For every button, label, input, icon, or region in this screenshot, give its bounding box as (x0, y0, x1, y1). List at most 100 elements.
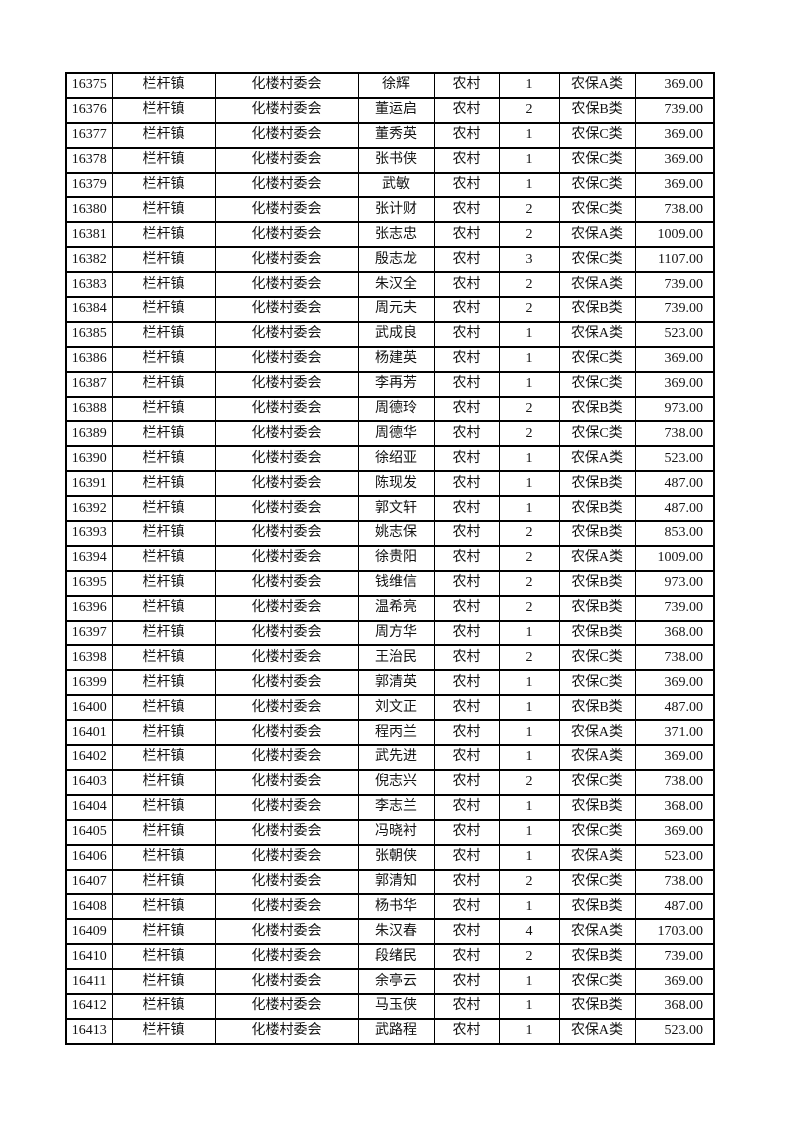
insurance-category-cell: 农保B类 (558, 395, 636, 423)
table-row: 16398 栏杆镇 化楼村委会 王治民 农村 2 农保C类 738.00 (65, 644, 715, 672)
amount-cell: 1009.00 (634, 221, 715, 249)
insurance-category-cell: 农保C类 (558, 345, 636, 373)
serial-cell: 16402 (65, 744, 113, 771)
residence-type-cell: 农村 (433, 96, 500, 124)
person-count-cell: 2 (498, 768, 560, 796)
insurance-category-cell: 农保B类 (558, 520, 636, 547)
person-name-cell: 李志兰 (357, 793, 435, 821)
village-cell: 化楼村委会 (214, 221, 359, 249)
village-cell: 化楼村委会 (214, 968, 359, 995)
residence-type-cell: 农村 (433, 619, 500, 647)
insurance-category-cell: 农保A类 (558, 221, 636, 249)
insurance-category-cell: 农保C类 (558, 370, 636, 398)
residence-type-cell: 农村 (433, 445, 500, 473)
town-cell: 栏杆镇 (111, 918, 216, 946)
table-row: 16375 栏杆镇 化楼村委会 徐辉 农村 1 农保A类 369.00 (65, 72, 715, 99)
table-row: 16379 栏杆镇 化楼村委会 武敏 农村 1 农保C类 369.00 (65, 171, 715, 199)
amount-cell: 738.00 (634, 868, 715, 896)
person-name-cell: 马玉侠 (357, 992, 435, 1020)
town-cell: 栏杆镇 (111, 694, 216, 722)
table-row: 16384 栏杆镇 化楼村委会 周元夫 农村 2 农保B类 739.00 (65, 296, 715, 323)
insurance-category-cell: 农保B类 (558, 694, 636, 722)
village-cell: 化楼村委会 (214, 271, 359, 299)
amount-cell: 369.00 (634, 171, 715, 199)
amount-cell: 1703.00 (634, 918, 715, 946)
residence-type-cell: 农村 (433, 744, 500, 771)
village-cell: 化楼村委会 (214, 470, 359, 498)
table-row: 16387 栏杆镇 化楼村委会 李再芳 农村 1 农保C类 369.00 (65, 370, 715, 398)
serial-cell: 16376 (65, 96, 113, 124)
town-cell: 栏杆镇 (111, 271, 216, 299)
village-cell: 化楼村委会 (214, 744, 359, 771)
residence-type-cell: 农村 (433, 320, 500, 348)
town-cell: 栏杆镇 (111, 495, 216, 523)
person-name-cell: 郭文轩 (357, 495, 435, 523)
person-name-cell: 钱维信 (357, 569, 435, 597)
insurance-category-cell: 农保A类 (558, 445, 636, 473)
table-row: 16400 栏杆镇 化楼村委会 刘文正 农村 1 农保B类 487.00 (65, 694, 715, 722)
amount-cell: 368.00 (634, 619, 715, 647)
person-name-cell: 王治民 (357, 644, 435, 672)
person-count-cell: 1 (498, 818, 560, 846)
village-cell: 化楼村委会 (214, 943, 359, 971)
amount-cell: 369.00 (634, 345, 715, 373)
person-count-cell: 1 (498, 171, 560, 199)
town-cell: 栏杆镇 (111, 669, 216, 697)
insurance-category-cell: 农保C类 (558, 246, 636, 274)
residence-type-cell: 农村 (433, 221, 500, 249)
person-name-cell: 武敏 (357, 171, 435, 199)
residence-type-cell: 农村 (433, 768, 500, 796)
town-cell: 栏杆镇 (111, 868, 216, 896)
serial-cell: 16409 (65, 918, 113, 946)
insurance-category-cell: 农保B类 (558, 96, 636, 124)
table-row: 16382 栏杆镇 化楼村委会 殷志龙 农村 3 农保C类 1107.00 (65, 246, 715, 274)
person-name-cell: 徐辉 (357, 72, 435, 99)
person-name-cell: 董秀英 (357, 121, 435, 149)
town-cell: 栏杆镇 (111, 1017, 216, 1045)
residence-type-cell: 农村 (433, 495, 500, 523)
insurance-category-cell: 农保A类 (558, 320, 636, 348)
residence-type-cell: 农村 (433, 968, 500, 995)
amount-cell: 368.00 (634, 793, 715, 821)
serial-cell: 16408 (65, 893, 113, 921)
serial-cell: 16393 (65, 520, 113, 547)
village-cell: 化楼村委会 (214, 793, 359, 821)
insurance-category-cell: 农保A类 (558, 918, 636, 946)
town-cell: 栏杆镇 (111, 520, 216, 547)
person-count-cell: 3 (498, 246, 560, 274)
person-count-cell: 1 (498, 146, 560, 174)
amount-cell: 369.00 (634, 370, 715, 398)
person-count-cell: 1 (498, 1017, 560, 1045)
village-cell: 化楼村委会 (214, 320, 359, 348)
serial-cell: 16397 (65, 619, 113, 647)
amount-cell: 1107.00 (634, 246, 715, 274)
serial-cell: 16375 (65, 72, 113, 99)
table-row: 16386 栏杆镇 化楼村委会 杨建英 农村 1 农保C类 369.00 (65, 345, 715, 373)
insurance-category-cell: 农保B类 (558, 992, 636, 1020)
insurance-category-cell: 农保B类 (558, 296, 636, 323)
residence-type-cell: 农村 (433, 72, 500, 99)
town-cell: 栏杆镇 (111, 420, 216, 448)
town-cell: 栏杆镇 (111, 594, 216, 622)
amount-cell: 739.00 (634, 594, 715, 622)
person-count-cell: 1 (498, 370, 560, 398)
town-cell: 栏杆镇 (111, 370, 216, 398)
amount-cell: 487.00 (634, 694, 715, 722)
insurance-category-cell: 农保A类 (558, 719, 636, 747)
serial-cell: 16410 (65, 943, 113, 971)
person-count-cell: 2 (498, 296, 560, 323)
person-name-cell: 殷志龙 (357, 246, 435, 274)
village-cell: 化楼村委会 (214, 420, 359, 448)
person-count-cell: 1 (498, 669, 560, 697)
table-body: 16375 栏杆镇 化楼村委会 徐辉 农村 1 农保A类 369.00 16376 栏杆镇 化楼村委… (65, 72, 715, 1045)
table-row: 16380 栏杆镇 化楼村委会 张计财 农村 2 农保C类 738.00 (65, 196, 715, 224)
residence-type-cell: 农村 (433, 470, 500, 498)
serial-cell: 16381 (65, 221, 113, 249)
town-cell: 栏杆镇 (111, 619, 216, 647)
table-row: 16412 栏杆镇 化楼村委会 马玉侠 农村 1 农保B类 368.00 (65, 992, 715, 1020)
amount-cell: 487.00 (634, 495, 715, 523)
amount-cell: 739.00 (634, 271, 715, 299)
amount-cell: 523.00 (634, 320, 715, 348)
amount-cell: 369.00 (634, 72, 715, 99)
person-count-cell: 1 (498, 72, 560, 99)
